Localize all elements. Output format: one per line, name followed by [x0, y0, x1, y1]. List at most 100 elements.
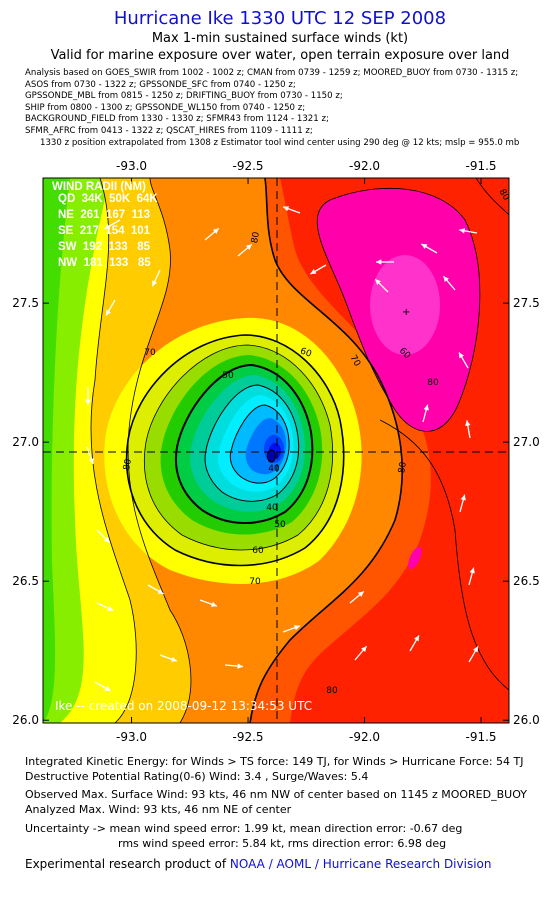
contour-label: 40	[266, 503, 278, 513]
wind-arrow	[409, 635, 420, 652]
axis-ticks: -93.0 -93.0 -92.5 -92.5 -92.0 -92.0 -91.5 -91.5…	[12, 159, 539, 744]
wind-arrow	[86, 446, 94, 465]
contour-line-40	[204, 384, 300, 502]
x-tick-label-bottom: -92.5	[233, 730, 264, 744]
source-line: SHIP from 0800 - 1300 z; GPSSONDE_WL150 …	[25, 103, 306, 113]
y-tick-label-right: 26.0	[513, 713, 540, 727]
wind-arrow	[354, 645, 368, 661]
wind-arrow	[465, 420, 471, 439]
wind-arrow	[468, 567, 475, 586]
wind-arrow-head	[465, 420, 471, 427]
wind-arrow-head	[460, 494, 466, 501]
contour-line-30	[229, 404, 290, 484]
wind-arrow-head	[245, 244, 252, 250]
wind-arrow	[85, 387, 91, 405]
contour-label: 80	[122, 458, 134, 471]
contour-label: 80	[427, 378, 439, 388]
contour-label: 70	[249, 577, 261, 587]
x-tick-label-top: -92.0	[349, 159, 380, 173]
wind-arrow	[442, 275, 456, 291]
contour-line-80-ne	[475, 178, 509, 216]
wind-arrow-head	[413, 635, 419, 642]
wind-arrow	[224, 663, 243, 669]
source-line: GPSSONDE_MBL from 0815 - 1250 z; DRIFTIN…	[25, 91, 343, 101]
wind-arrow-head	[293, 625, 300, 631]
wind-arrow-head	[469, 567, 475, 574]
contour-label: 50	[222, 371, 234, 381]
wind-arrow-head	[85, 399, 91, 405]
y-tick-label-right: 27.5	[513, 296, 540, 310]
max-wind-marker: +	[402, 307, 410, 318]
x-tick-label-bottom: -93.0	[116, 730, 147, 744]
wind-arrow	[421, 243, 438, 254]
y-tick-label-left: 26.5	[12, 574, 39, 588]
wind-radii-row: NE 261 167 113	[58, 209, 150, 221]
ike-line: Integrated Kinetic Energy: for Winds > T…	[25, 755, 524, 768]
wind-radii-table: WIND RADII (NM) QD 34K 50K 64K NE 261 16…	[52, 181, 158, 269]
source-line: ASOS from 0730 - 1322 z; GPSSONDE_SFC fr…	[25, 80, 296, 90]
credit-org-link[interactable]: NOAA / AOML / Hurricane Research Divisio…	[229, 857, 492, 871]
wind-arrow-head	[107, 605, 114, 611]
x-tick-label-bottom: -91.5	[466, 730, 497, 744]
wind-arrow-head	[443, 276, 449, 283]
wind-arrow-head	[210, 601, 217, 607]
chart-subtitle: Max 1-min sustained surface winds (kt)	[151, 31, 409, 46]
contour-line-90	[316, 187, 481, 432]
wind-arrow-head	[423, 404, 429, 411]
wind-arrow-head	[459, 352, 465, 359]
created-timestamp: Ike -- created on 2008-09-12 13:34:53 UT…	[55, 699, 312, 713]
contour-label: 80	[250, 231, 262, 244]
contour-line-outer-80	[249, 178, 403, 723]
wind-arrow-head	[283, 206, 290, 212]
x-tick-label-top: -92.5	[233, 159, 264, 173]
wind-arrow-head	[170, 656, 177, 662]
x-tick-label-top: -91.5	[466, 159, 497, 173]
wind-arrow-head	[157, 588, 164, 594]
wind-arrow	[376, 259, 394, 265]
wind-arrow	[96, 529, 111, 544]
analyzed-max-line: Analyzed Max. Wind: 93 kts, 46 nm NE of …	[25, 803, 292, 816]
wind-radii-row: SE 217 154 101	[58, 225, 151, 237]
wind-arrow	[282, 206, 301, 214]
wind-arrow	[94, 681, 111, 692]
wind-vectors	[85, 206, 479, 692]
wind-arrow-head	[152, 280, 158, 287]
y-tick-label-left: 27.5	[12, 296, 39, 310]
wind-radii-row: NW 181 133 85	[58, 257, 151, 269]
wind-arrow	[96, 602, 114, 612]
uncertainty-rms-line: rms wind speed error: 5.84 kt, rms direc…	[118, 837, 447, 850]
uncertainty-line: Uncertainty -> mean wind speed error: 1.…	[25, 822, 463, 835]
chart-title: Hurricane Ike 1330 UTC 12 SEP 2008	[113, 8, 447, 29]
wind-arrow	[204, 227, 220, 241]
wind-arrow-head	[104, 223, 111, 229]
wind-arrow-head	[375, 279, 381, 285]
field-90-spot	[408, 546, 422, 570]
x-tick-label-bottom: -92.0	[349, 730, 380, 744]
wind-arrow-head	[104, 685, 111, 691]
contour-label: 60	[299, 346, 313, 359]
wind-arrow-head	[376, 259, 382, 265]
storm-center-marker	[266, 449, 276, 463]
position-note: 1330 z position extrapolated from 1308 z…	[40, 138, 520, 148]
wind-arrow-head	[459, 228, 466, 234]
field-95	[370, 255, 440, 355]
wind-arrow	[151, 269, 161, 287]
wind-arrow-head	[421, 244, 428, 250]
y-tick-label-left: 26.0	[12, 713, 39, 727]
wind-arrow	[159, 654, 178, 662]
wind-arrow-head	[88, 457, 94, 464]
contour-line-85	[379, 419, 509, 691]
wind-arrow	[374, 278, 389, 293]
field-lowest-edge	[43, 178, 70, 723]
wind-arrow	[459, 228, 478, 234]
source-line: SFMR_AFRC from 0413 - 1322 z; QSCAT_HIRE…	[25, 126, 313, 136]
contour-line-50	[175, 363, 314, 524]
wind-radii-header: WIND RADII (NM)	[52, 181, 146, 193]
contour-label: 60	[252, 546, 264, 556]
wind-arrow-head	[361, 646, 367, 653]
contour-label: 80	[397, 461, 409, 474]
wind-arrow-head	[104, 537, 110, 543]
wind-arrow-head	[310, 268, 317, 274]
